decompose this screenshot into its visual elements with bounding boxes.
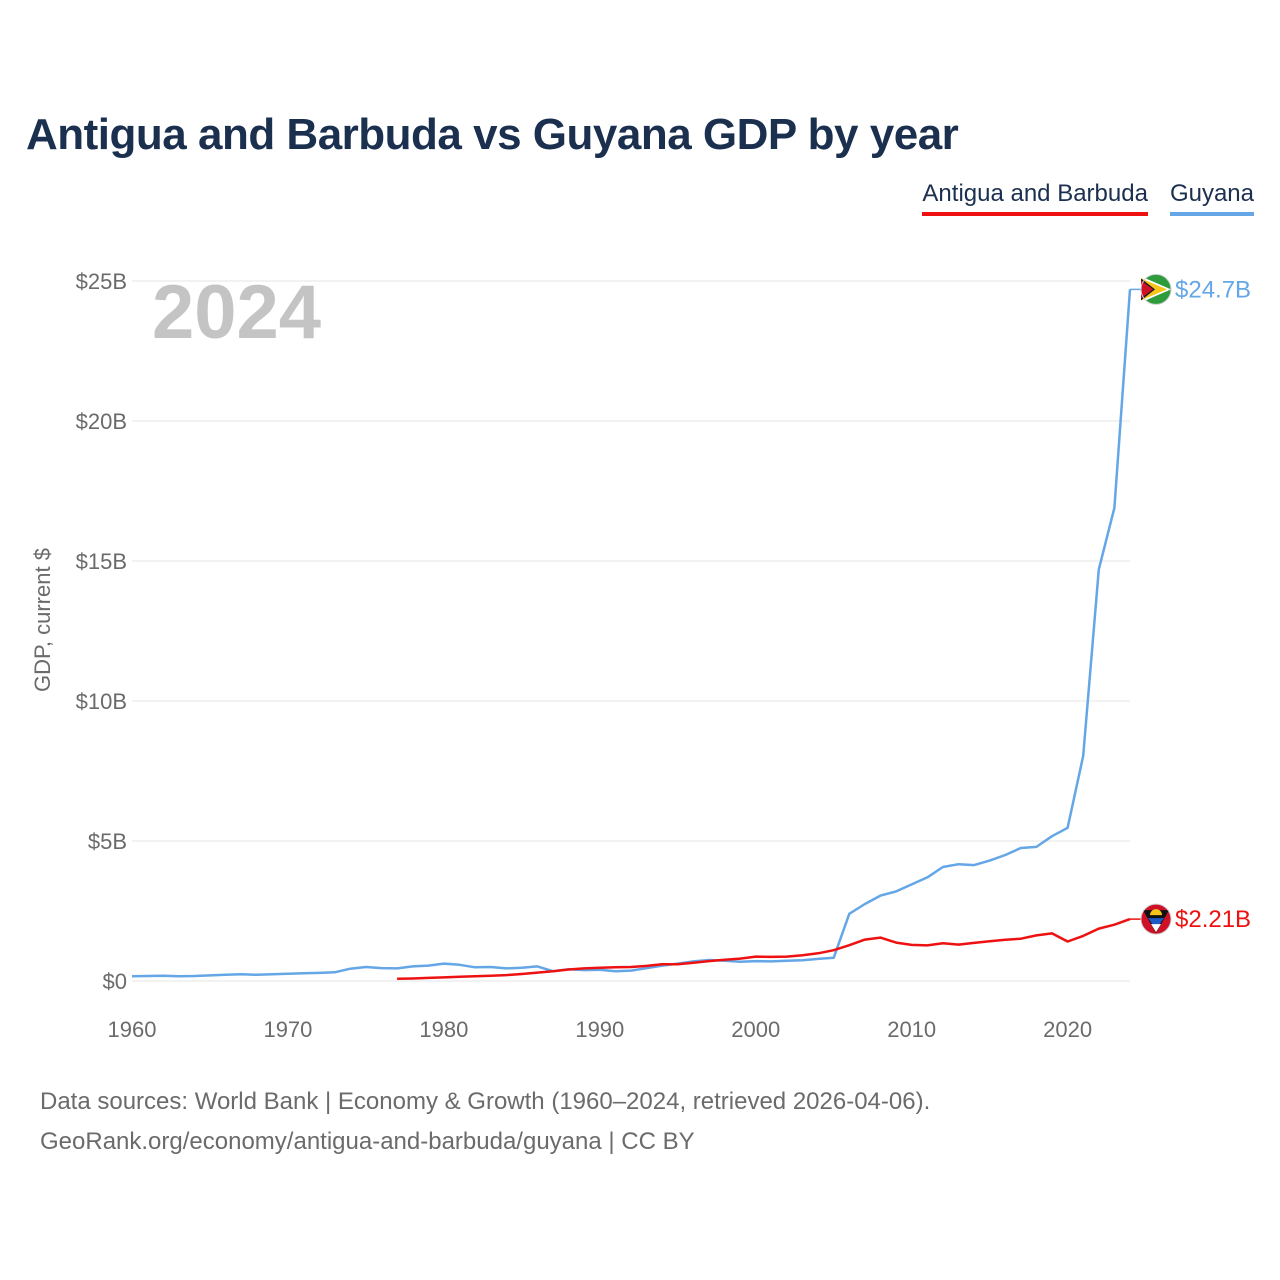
end-markers: $24.7B $2.21B (1130, 273, 1251, 935)
sources-line-1: Data sources: World Bank | Economy & Gro… (40, 1088, 931, 1115)
series-line-guyana[interactable] (131, 289, 1132, 978)
series-lines (131, 289, 1132, 981)
legend-item-antigua-and-barbuda[interactable]: Antigua and Barbuda (922, 180, 1148, 216)
chart-title: Antigua and Barbuda vs Guyana GDP by yea… (26, 110, 959, 159)
x-tick-label: 2020 (1043, 1017, 1092, 1042)
y-tick-label: $15B (76, 549, 127, 574)
y-axis-label: GDP, current $ (30, 548, 55, 692)
x-axis-ticks: 1960 1970 1980 1990 2000 2010 2020 (108, 1017, 1093, 1042)
x-tick-label: 1980 (419, 1017, 468, 1042)
x-tick-label: 2000 (731, 1017, 780, 1042)
legend: Antigua and Barbuda Guyana (922, 180, 1254, 216)
legend-item-guyana[interactable]: Guyana (1169, 180, 1254, 216)
series-line-antigua-and-barbuda[interactable] (397, 917, 1131, 981)
end-value-label-antigua-and-barbuda: $2.21B (1175, 906, 1251, 933)
sources-line-2[interactable]: GeoRank.org/economy/antigua-and-barbuda/… (40, 1128, 695, 1155)
y-tick-label: $10B (76, 689, 127, 714)
x-tick-label: 1990 (575, 1017, 624, 1042)
grid-lines (132, 280, 1130, 982)
flag-icon-antigua-and-barbuda (1140, 903, 1172, 935)
x-tick-label: 1970 (263, 1017, 312, 1042)
data-sources: Data sources: World Bank | Economy & Gro… (40, 1082, 930, 1162)
end-value-label-guyana: $24.7B (1175, 276, 1251, 303)
y-tick-label: $25B (76, 269, 127, 294)
x-tick-label: 1960 (108, 1017, 157, 1042)
y-tick-label: $0 (103, 969, 127, 994)
year-display: 2024 (152, 270, 321, 355)
y-tick-label: $20B (76, 409, 127, 434)
y-axis-ticks: $0 $5B $10B $15B $20B $25B (76, 269, 127, 994)
x-tick-label: 2010 (887, 1017, 936, 1042)
y-tick-label: $5B (88, 829, 127, 854)
flag-icon-guyana (1140, 273, 1172, 305)
